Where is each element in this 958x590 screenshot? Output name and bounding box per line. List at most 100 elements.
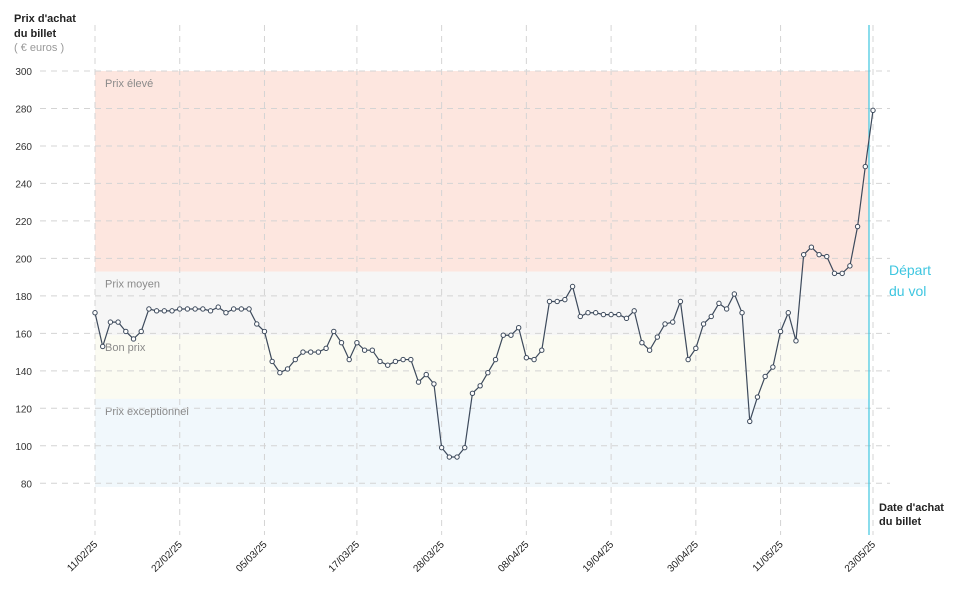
point bbox=[323, 345, 329, 352]
x-title: du billet bbox=[879, 516, 922, 528]
point bbox=[592, 310, 599, 316]
point bbox=[331, 328, 337, 335]
point bbox=[300, 349, 306, 355]
y-tick-label: 120 bbox=[15, 404, 32, 415]
point bbox=[654, 334, 661, 340]
point bbox=[123, 328, 129, 335]
point bbox=[747, 418, 753, 425]
point bbox=[600, 311, 607, 318]
point bbox=[277, 369, 283, 376]
point bbox=[338, 340, 345, 346]
point bbox=[639, 340, 645, 346]
point bbox=[839, 270, 845, 277]
point bbox=[438, 444, 445, 451]
point bbox=[284, 366, 291, 372]
point bbox=[115, 319, 121, 325]
y-title: du billet bbox=[14, 28, 57, 40]
point bbox=[854, 223, 861, 230]
y-tick-label: 220 bbox=[15, 217, 32, 228]
point bbox=[777, 328, 784, 335]
point bbox=[646, 347, 653, 353]
point bbox=[446, 454, 453, 460]
price-band bbox=[95, 271, 869, 336]
point bbox=[785, 310, 791, 316]
point bbox=[739, 310, 745, 316]
point bbox=[824, 253, 830, 260]
point bbox=[831, 270, 838, 277]
point bbox=[192, 306, 198, 312]
point bbox=[577, 313, 583, 320]
point bbox=[377, 358, 383, 365]
point bbox=[508, 332, 514, 338]
x-tick-label: 05/03/25 bbox=[234, 539, 270, 575]
point bbox=[492, 356, 499, 363]
point bbox=[616, 311, 622, 318]
point bbox=[685, 356, 691, 363]
point bbox=[423, 371, 429, 378]
point bbox=[800, 251, 807, 258]
point bbox=[292, 356, 298, 363]
point bbox=[723, 306, 730, 312]
point bbox=[546, 298, 553, 305]
y-tick-label: 200 bbox=[15, 254, 32, 265]
point bbox=[354, 340, 360, 346]
point bbox=[238, 306, 245, 312]
point bbox=[315, 349, 322, 355]
y-title: Prix d'achat bbox=[14, 13, 76, 25]
price-band bbox=[95, 71, 869, 272]
point bbox=[523, 355, 530, 361]
band-label: Prix élevé bbox=[105, 78, 153, 90]
annotation: Départ bbox=[889, 262, 931, 278]
point bbox=[215, 304, 221, 310]
point bbox=[177, 306, 183, 312]
point bbox=[677, 298, 684, 305]
point bbox=[361, 347, 368, 353]
y-unit: ( € euros ) bbox=[14, 42, 64, 54]
point bbox=[184, 306, 191, 312]
point bbox=[708, 313, 714, 320]
point bbox=[415, 379, 422, 385]
point bbox=[808, 244, 815, 250]
price-band bbox=[95, 398, 869, 487]
point bbox=[477, 383, 483, 389]
point bbox=[870, 107, 876, 114]
y-tick-label: 100 bbox=[15, 442, 32, 453]
point bbox=[400, 356, 406, 363]
point bbox=[346, 356, 352, 363]
band-label: Prix moyen bbox=[105, 279, 160, 291]
y-tick-label: 280 bbox=[15, 104, 32, 115]
point bbox=[700, 321, 707, 327]
point bbox=[585, 310, 591, 316]
point bbox=[515, 325, 522, 331]
point bbox=[431, 381, 437, 387]
point bbox=[307, 349, 314, 355]
point bbox=[153, 308, 160, 314]
point bbox=[200, 306, 206, 312]
x-tick-label: 08/04/25 bbox=[496, 539, 532, 575]
point bbox=[469, 390, 476, 397]
x-tick-label: 23/05/25 bbox=[843, 539, 879, 575]
point bbox=[169, 308, 175, 314]
point bbox=[107, 319, 114, 325]
point bbox=[539, 347, 545, 353]
point bbox=[161, 308, 168, 314]
point bbox=[269, 358, 275, 365]
y-tick-label: 180 bbox=[15, 292, 32, 303]
point bbox=[130, 336, 137, 342]
point bbox=[862, 163, 868, 170]
point bbox=[462, 444, 468, 451]
point bbox=[531, 356, 537, 363]
x-tick-label: 28/03/25 bbox=[411, 539, 447, 575]
point bbox=[670, 319, 676, 325]
point bbox=[693, 345, 699, 352]
y-tick-label: 140 bbox=[15, 367, 32, 378]
point bbox=[770, 364, 776, 370]
point bbox=[569, 283, 576, 290]
price-band bbox=[95, 335, 869, 399]
point bbox=[562, 296, 568, 303]
x-tick-label: 22/02/25 bbox=[150, 539, 186, 575]
point bbox=[146, 306, 152, 312]
point bbox=[731, 291, 738, 297]
point bbox=[392, 358, 399, 365]
